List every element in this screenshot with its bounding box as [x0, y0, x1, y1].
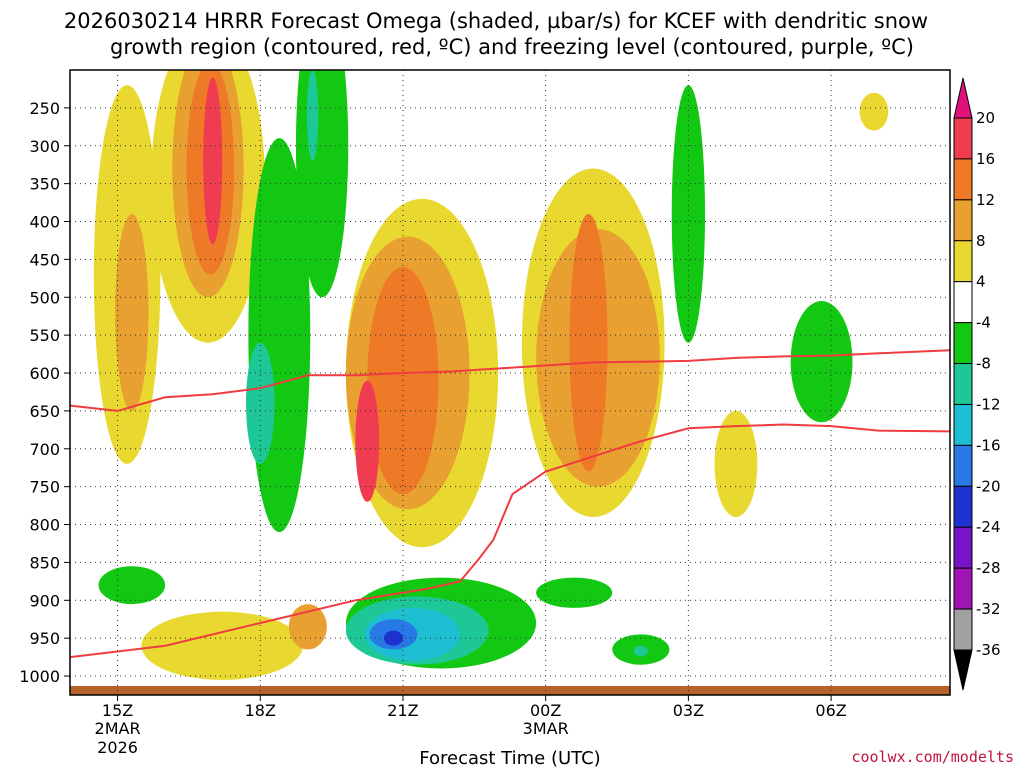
- ascent-core-17z-red: [203, 77, 223, 245]
- y-tick-label: 250: [29, 99, 60, 118]
- descent-band-19z-teal: [306, 70, 319, 161]
- x-tick-year-label: 2026: [97, 738, 138, 757]
- descent-band-18z-teal: [246, 342, 275, 464]
- colorbar-bin: [953, 281, 973, 324]
- x-tick-date-label: 2MAR: [95, 719, 141, 738]
- colorbar-top-arrow: [953, 77, 973, 119]
- colorbar-label: -24: [976, 518, 1001, 536]
- colorbar-bin: [953, 444, 973, 487]
- low-dark-blue-21z: [383, 630, 403, 646]
- y-tick-label: 750: [29, 478, 60, 497]
- y-tick-label: 650: [29, 402, 60, 421]
- omega-shaded-fields: [93, 70, 889, 680]
- chart-title-line2: growth region (contoured, red, ºC) and f…: [110, 35, 914, 59]
- colorbar-bin: [953, 240, 973, 283]
- colorbar-label: 12: [976, 191, 995, 209]
- low-green-00z: [536, 577, 613, 608]
- x-tick-label: 06Z: [815, 701, 846, 720]
- x-tick-label: 03Z: [673, 701, 704, 720]
- ascent-main-21z-red: [355, 380, 380, 502]
- x-tick-label: 18Z: [245, 701, 276, 720]
- y-tick-label: 400: [29, 213, 60, 232]
- x-axis-label: Forecast Time (UTC): [419, 748, 600, 768]
- colorbar-label: 8: [976, 232, 986, 250]
- colorbar-label: -8: [976, 355, 991, 373]
- y-tick-label: 500: [29, 288, 60, 307]
- colorbar-label: -32: [976, 600, 1001, 618]
- colorbar-label: -4: [976, 314, 991, 332]
- colorbar-bin: [953, 567, 973, 610]
- y-tick-label: 900: [29, 591, 60, 610]
- low-teal-02z: [633, 645, 648, 657]
- y-axis: 250 300 350 400 450 500 550 600 650 700 750 800 850 9…: [19, 99, 70, 686]
- dendritic-growth-contours: [70, 349, 950, 659]
- y-tick-label: 600: [29, 364, 60, 383]
- colorbar-bin: [953, 608, 973, 651]
- y-tick-label: 550: [29, 326, 60, 345]
- ascent-07z: [859, 92, 889, 131]
- y-tick-label: 800: [29, 516, 60, 535]
- colorbar-bin: [953, 199, 973, 242]
- credit-text[interactable]: coolwx.com/modelts: [851, 748, 1014, 766]
- x-tick-label: 15Z: [102, 701, 133, 720]
- colorbar-label: -12: [976, 395, 1001, 413]
- chart-title-line1: 2026030214 HRRR Forecast Omega (shaded, …: [64, 9, 928, 33]
- colorbar-label: 16: [976, 150, 995, 168]
- colorbar-bin: [953, 403, 973, 446]
- x-tick-label: 21Z: [387, 701, 418, 720]
- colorbar-label: -36: [976, 641, 1001, 659]
- x-tick-date-label: 3MAR: [523, 719, 569, 738]
- descent-03z: [671, 85, 706, 343]
- colorbar: 20 16 12 8 4 -4 -8 -12 -16 -20 -24 -28 -32 -36: [953, 77, 1001, 691]
- ascent-04z: [714, 410, 758, 517]
- low-green-15z: [98, 566, 166, 605]
- colorbar-label: 20: [976, 109, 995, 127]
- gridlines: [70, 70, 950, 695]
- y-tick-label: 300: [29, 137, 60, 156]
- ascent-blob-15z-mid: [115, 213, 149, 411]
- y-tick-label: 350: [29, 175, 60, 194]
- colorbar-bin: [953, 158, 973, 201]
- y-tick-label: 1000: [19, 667, 60, 686]
- y-tick-label: 850: [29, 553, 60, 572]
- colorbar-bottom-arrow: [953, 649, 973, 691]
- descent-06z: [790, 301, 853, 423]
- low-mid-19z: [288, 604, 327, 650]
- colorbar-bin: [953, 117, 973, 160]
- ascent-01z-orange: [569, 213, 608, 472]
- ground-strip: [70, 686, 950, 695]
- y-tick-label: 700: [29, 440, 60, 459]
- colorbar-label: 4: [976, 273, 986, 291]
- dendritic-growth-lower: [70, 423, 950, 659]
- dendritic-growth-upper: [70, 349, 950, 412]
- colorbar-bin: [953, 526, 973, 569]
- plot-frame: [69, 69, 951, 696]
- x-tick-label: 00Z: [530, 701, 561, 720]
- colorbar-bin: [953, 322, 973, 365]
- y-tick-label: 950: [29, 629, 60, 648]
- colorbar-label: -16: [976, 436, 1001, 454]
- colorbar-bin: [953, 485, 973, 528]
- colorbar-label: -28: [976, 559, 1001, 577]
- low-yellow-17z: [141, 611, 304, 680]
- colorbar-bin: [953, 363, 973, 405]
- colorbar-label: -20: [976, 477, 1001, 495]
- y-tick-label: 450: [29, 250, 60, 269]
